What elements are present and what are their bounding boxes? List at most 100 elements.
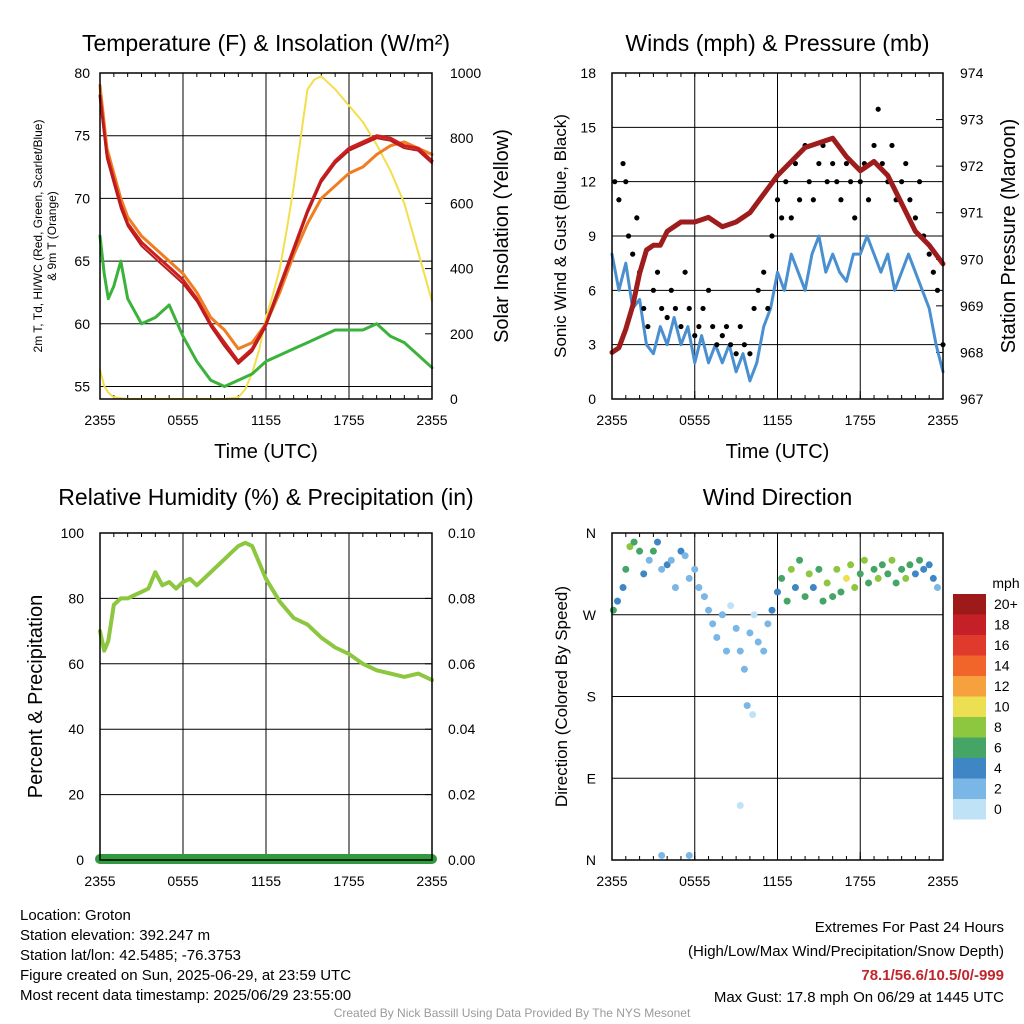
y-tick-label: 6 — [588, 282, 596, 298]
x-tick-label: 0555 — [679, 873, 710, 889]
direction-point — [727, 602, 735, 610]
gridlines — [612, 72, 943, 400]
legend-label: 20+ — [994, 596, 1018, 612]
legend-swatch — [953, 737, 986, 758]
direction-point — [722, 647, 730, 655]
x-tick-label: 2355 — [416, 873, 447, 889]
direction-point — [764, 620, 772, 628]
panel-3: Relative Humidity (%) & Precipitation (i… — [25, 484, 475, 889]
x-tick-label: 1755 — [845, 873, 876, 889]
direction-point — [645, 556, 653, 564]
direction-point — [640, 570, 648, 578]
footer-credit: Created By Nick Bassill Using Data Provi… — [333, 1006, 691, 1020]
gust-point — [719, 333, 725, 339]
gust-point — [769, 233, 775, 239]
extremes-values: 78.1/56.6/10.5/0/-999 — [861, 967, 1004, 984]
gust-point — [816, 160, 822, 167]
direction-point — [870, 565, 878, 573]
direction-point — [791, 584, 799, 591]
y-tick-label: 15 — [580, 119, 596, 135]
extremes-gust: Max Gust: 17.8 mph On 06/29 at 1445 UTC — [713, 989, 1004, 1006]
info-latlon: Station lat/lon: 42.5485; -76.3753 — [20, 947, 242, 964]
gust-point — [889, 142, 895, 149]
gridlines — [100, 72, 432, 399]
y-tick-label: 9 — [588, 228, 596, 244]
legend-swatch — [953, 696, 986, 717]
y-tick-label: 60 — [68, 656, 84, 672]
x-tick-label: 1755 — [845, 412, 876, 428]
y2-tick-label: 969 — [960, 298, 984, 314]
gust-point — [930, 269, 936, 275]
gust-point — [678, 323, 684, 330]
direction-point — [884, 570, 892, 578]
extremes-title: Extremes For Past 24 Hours — [814, 919, 1004, 936]
series-line-hi-wc — [99, 97, 433, 365]
gust-point — [806, 179, 812, 185]
direction-point — [749, 711, 757, 719]
legend-swatch — [953, 594, 986, 615]
direction-point — [658, 851, 666, 859]
gust-point — [641, 305, 647, 312]
direction-point — [920, 565, 928, 573]
direction-point — [663, 561, 671, 569]
panel-1: Temperature (F) & Insolation (W/m²)2355 0… — [31, 30, 513, 463]
y-tick-label: 20 — [68, 787, 84, 803]
x-tick-label: 1155 — [251, 412, 281, 428]
gust-point — [664, 314, 670, 321]
speed-legend: mph 20+ 18 16 14 12 10 8 6 4 2 0 — [953, 575, 1020, 820]
direction-point — [614, 597, 622, 605]
y2-tick-label: 973 — [960, 112, 984, 128]
info-recent: Most recent data timestamp: 2025/06/29 2… — [20, 987, 352, 1004]
info-created: Figure created on Sun, 2025-06-29, at 23… — [20, 967, 352, 984]
info-elevation: Station elevation: 392.247 m — [20, 927, 211, 944]
legend-swatch — [953, 655, 986, 676]
direction-point — [851, 584, 859, 591]
legend-title: mph — [992, 575, 1019, 591]
gust-point — [710, 323, 716, 330]
gust-point — [792, 160, 799, 167]
direction-point — [929, 574, 937, 582]
plot-frame — [99, 72, 433, 400]
gust-point — [737, 323, 743, 330]
direction-point — [685, 574, 693, 582]
y-axis-label: Percent & Precipitation — [25, 595, 47, 798]
direction-point — [705, 606, 713, 614]
direction-point — [898, 565, 906, 573]
direction-point — [713, 633, 721, 641]
y2-tick-label: 0.10 — [448, 525, 475, 541]
gridlines — [612, 533, 943, 860]
x-tick-label: 2355 — [927, 873, 958, 889]
gust-point — [741, 342, 748, 348]
y2-tick-label: 0.00 — [448, 852, 475, 868]
direction-point — [743, 702, 751, 710]
direction-point — [783, 597, 791, 605]
gust-point — [788, 215, 794, 221]
y2-tick-label: 0.06 — [448, 656, 475, 672]
y-axis-label-line1: 2m T, Td, HI/WC (Red, Green, Scarlet/Blu… — [31, 120, 45, 353]
y2-tick-label: 971 — [960, 205, 984, 221]
gust-point — [751, 305, 757, 312]
direction-point — [636, 547, 644, 555]
gust-point — [682, 269, 688, 275]
direction-point — [695, 584, 703, 591]
gust-point — [755, 287, 761, 293]
legend-swatch — [953, 614, 986, 635]
direction-point — [933, 584, 941, 591]
y2-axis-label: Solar Insolation (Yellow) — [491, 129, 513, 343]
gust-point — [783, 179, 789, 185]
chart-title-3: Relative Humidity (%) & Precipitation (i… — [58, 484, 473, 510]
y2-tick-label: 0.08 — [448, 590, 475, 606]
series-line-relative-humidity — [98, 540, 434, 683]
legend-swatch — [953, 635, 986, 656]
x-tick-label: 0555 — [679, 412, 710, 428]
y-tick-label: 80 — [74, 65, 90, 81]
direction-point — [754, 638, 762, 646]
direction-point — [609, 606, 617, 614]
direction-point — [709, 620, 717, 628]
direction-point — [626, 543, 634, 551]
y2-tick-label: 600 — [450, 195, 474, 211]
direction-point — [878, 561, 886, 569]
x-tick-label: 0555 — [167, 412, 198, 428]
gust-point — [612, 179, 618, 185]
direction-point — [902, 574, 910, 582]
